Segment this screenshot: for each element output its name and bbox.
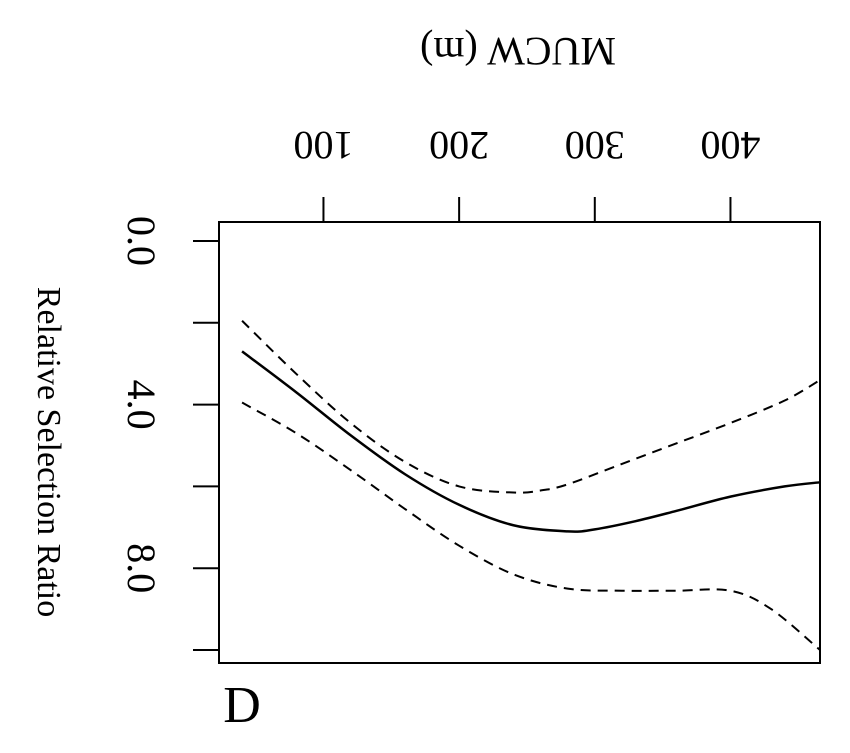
y-tick-labels: 0.0 4.0 8.0 (119, 216, 164, 593)
series-layer (241, 320, 821, 651)
x-tick-label: 300 (565, 123, 625, 168)
x-axis-label: MUCW (m) (420, 29, 616, 74)
plot-frame (218, 221, 821, 664)
axis-ticks (193, 197, 732, 651)
x-tick-label: 100 (293, 123, 353, 168)
series-line-confidence-bound (241, 320, 821, 494)
y-tick-label: 4.0 (119, 380, 164, 430)
x-tick-label: 200 (429, 123, 489, 168)
x-tick-label: 400 (700, 123, 760, 168)
series-line-confidence-bound (241, 401, 821, 651)
y-tick-label: 0.0 (119, 216, 164, 266)
series-line-estimate (241, 350, 821, 533)
y-axis-label: Relative Selection Ratio (30, 287, 67, 617)
x-tick-labels: 100 200 300 400 (293, 123, 760, 168)
panel-label: D (223, 677, 261, 734)
y-tick-label: 8.0 (119, 543, 164, 593)
